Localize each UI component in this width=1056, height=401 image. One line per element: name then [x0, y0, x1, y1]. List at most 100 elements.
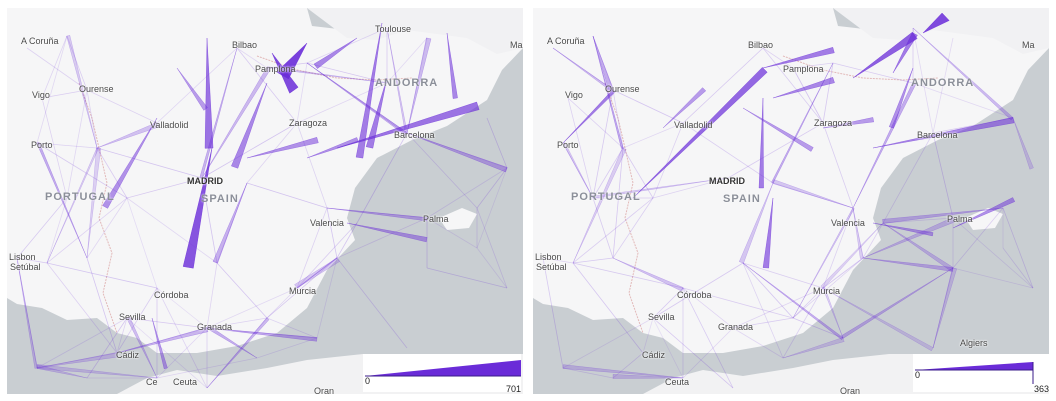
- flow-arrow[interactable]: [182, 147, 213, 269]
- flow-arrow[interactable]: [204, 37, 214, 149]
- flow-arrow[interactable]: [892, 32, 918, 74]
- flow-arrow[interactable]: [294, 257, 338, 289]
- flow-arrow[interactable]: [562, 141, 594, 199]
- flow-arrow[interactable]: [882, 222, 954, 272]
- flow-arrow[interactable]: [36, 141, 88, 259]
- flow-network-right: [542, 12, 1034, 389]
- flow-arrow[interactable]: [862, 217, 956, 259]
- flow-arrow[interactable]: [792, 207, 855, 319]
- flow-arrow[interactable]: [572, 147, 627, 264]
- flow-arrow[interactable]: [246, 137, 319, 159]
- flow-arrow[interactable]: [36, 352, 118, 369]
- flow-arrow[interactable]: [176, 67, 208, 111]
- flow-arrow[interactable]: [306, 62, 408, 136]
- flow-arrow[interactable]: [772, 179, 854, 209]
- flow-arrow[interactable]: [336, 101, 480, 149]
- flow-link: [316, 257, 338, 339]
- place-lisbon: Lisbon: [535, 252, 562, 262]
- flow-arrow[interactable]: [632, 67, 768, 199]
- flow-arrow[interactable]: [271, 52, 299, 94]
- flow-arrow[interactable]: [762, 197, 774, 269]
- flow-arrow[interactable]: [612, 374, 684, 379]
- flow-arrow[interactable]: [882, 207, 1004, 224]
- flow-arrow[interactable]: [66, 35, 98, 149]
- flow-arrow[interactable]: [355, 22, 383, 159]
- flow-arrow[interactable]: [822, 287, 934, 352]
- flow-arrow[interactable]: [96, 122, 159, 149]
- flow-arrow[interactable]: [46, 147, 99, 264]
- flow-arrow[interactable]: [612, 257, 684, 292]
- flow-arrow[interactable]: [662, 87, 707, 129]
- flow-arrow[interactable]: [36, 364, 88, 379]
- flow-arrow[interactable]: [446, 32, 458, 99]
- flow-link: [46, 262, 118, 354]
- flow-arrow[interactable]: [552, 47, 614, 93]
- flow-arrow[interactable]: [266, 66, 388, 84]
- flow-arrow[interactable]: [872, 117, 1015, 149]
- flow-arrow[interactable]: [386, 27, 408, 134]
- flow-arrow[interactable]: [116, 327, 209, 354]
- flow-arrow[interactable]: [762, 47, 835, 69]
- flow-arrow[interactable]: [365, 77, 388, 149]
- flow-arrow[interactable]: [872, 222, 934, 237]
- flow-arrow[interactable]: [742, 262, 844, 341]
- flow-link: [952, 217, 1034, 289]
- place-bilbao: Bilbao: [748, 40, 774, 50]
- flow-arrow[interactable]: [952, 197, 1016, 229]
- flow-arrow[interactable]: [562, 89, 615, 144]
- flow-arrow[interactable]: [86, 147, 102, 259]
- flow-arrow[interactable]: [313, 37, 358, 69]
- flow-arrow[interactable]: [151, 317, 168, 370]
- flow-arrow[interactable]: [771, 62, 834, 184]
- flow-arrow[interactable]: [126, 316, 158, 379]
- flow-arrow[interactable]: [102, 117, 158, 209]
- flow-arrow[interactable]: [206, 327, 318, 342]
- flow-link: [216, 182, 248, 264]
- flow-arrow[interactable]: [592, 35, 614, 92]
- map-canvas-left[interactable]: [7, 8, 523, 394]
- flow-arrow[interactable]: [406, 37, 432, 134]
- flow-arrow[interactable]: [346, 222, 428, 243]
- flow-arrow[interactable]: [406, 132, 508, 173]
- flow-arrow[interactable]: [822, 287, 844, 339]
- flow-arrow[interactable]: [888, 67, 914, 129]
- flow-arrow[interactable]: [231, 82, 268, 169]
- flow-arrow[interactable]: [738, 182, 774, 264]
- flow-arrow[interactable]: [742, 107, 814, 152]
- legend-wedge-left: [365, 360, 521, 376]
- place-cordoba: Córdoba: [154, 290, 189, 300]
- place-setubal: Setúbal: [536, 262, 567, 272]
- flow-arrow[interactable]: [36, 364, 158, 379]
- flow-arrow[interactable]: [932, 267, 957, 349]
- flow-arrow[interactable]: [16, 257, 38, 369]
- flow-arrow[interactable]: [772, 77, 835, 99]
- flow-arrow[interactable]: [206, 317, 270, 389]
- flow-arrow[interactable]: [1012, 117, 1034, 170]
- flow-map-right[interactable]: A Coruña Bilbao Ma Vigo Ourense Pamplona…: [533, 8, 1049, 394]
- flow-arrow[interactable]: [841, 267, 954, 339]
- flow-link: [882, 132, 934, 224]
- flow-arrow[interactable]: [592, 177, 729, 199]
- flow-arrow[interactable]: [822, 117, 875, 129]
- map-canvas-right[interactable]: [533, 8, 1049, 394]
- flow-arrow[interactable]: [852, 207, 864, 259]
- flow-arrow[interactable]: [206, 325, 258, 359]
- flow-arrow[interactable]: [212, 182, 248, 264]
- flow-arrow[interactable]: [306, 62, 408, 135]
- flow-arrow[interactable]: [306, 137, 359, 159]
- flow-link: [296, 62, 308, 124]
- flow-link: [572, 262, 644, 354]
- flow-link: [126, 177, 203, 199]
- flow-arrow[interactable]: [782, 337, 845, 359]
- flow-arrow[interactable]: [592, 35, 624, 149]
- flow-arrow[interactable]: [296, 257, 340, 289]
- flow-map-left[interactable]: A Coruña Bilbao Toulouse Ma Vigo Ourense…: [7, 8, 523, 394]
- flow-arrow[interactable]: [922, 12, 950, 34]
- flow-arrow[interactable]: [326, 207, 428, 222]
- flow-arrow[interactable]: [862, 257, 954, 272]
- flow-arrow[interactable]: [820, 222, 884, 289]
- flow-link: [266, 257, 338, 319]
- flow-arrow[interactable]: [201, 67, 271, 179]
- flow-link: [612, 352, 644, 379]
- flow-arrow[interactable]: [562, 364, 684, 379]
